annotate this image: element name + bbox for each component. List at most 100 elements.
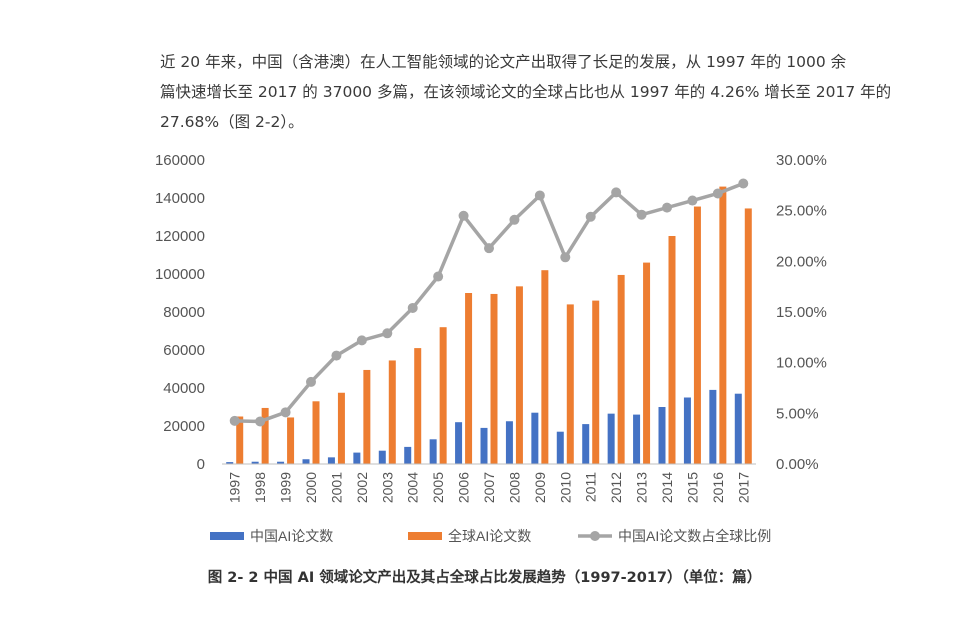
x-axis-tick-label: 2000 (303, 472, 319, 503)
x-axis-tick-label: 2011 (583, 472, 599, 502)
right-axis-tick-label: 30.00% (776, 152, 827, 169)
global-bar (592, 300, 600, 464)
global-bar (287, 417, 295, 464)
x-axis-tick-label: 2009 (532, 472, 548, 503)
right-axis-tick-label: 20.00% (776, 253, 827, 270)
x-axis-tick-label: 2008 (506, 472, 522, 503)
china-bar (607, 413, 615, 464)
share-point (331, 350, 342, 361)
legend-label: 中国AI论文数占全球比例 (618, 528, 771, 544)
share-point (662, 202, 672, 213)
share-point (585, 211, 596, 222)
left-axis-tick-label: 40000 (163, 380, 205, 397)
global-bar (515, 286, 523, 464)
share-point (636, 209, 647, 220)
china-bar (531, 412, 539, 464)
x-axis-tick-label: 2013 (634, 472, 650, 503)
paragraph-line-1: 近 20 年来，中国（含港澳）在人工智能领域的论文产出取得了长足的发展，从 19… (160, 53, 847, 71)
paragraph-line-3: 27.68%（图 2-2）。 (160, 113, 304, 131)
x-axis-tick-label: 1998 (252, 472, 268, 503)
share-point (712, 188, 723, 199)
x-axis-tick-label: 2016 (710, 472, 726, 503)
china-bar (480, 427, 488, 464)
global-bar (668, 236, 676, 464)
share-point (407, 302, 418, 313)
left-axis-tick-label: 140000 (155, 190, 205, 207)
china-bar (505, 421, 513, 464)
china-bar (277, 461, 285, 464)
china-bar (709, 389, 717, 464)
right-axis-tick-label: 25.00% (776, 203, 827, 220)
global-bar (490, 293, 498, 464)
right-axis-tick-label: 5.00% (776, 405, 819, 422)
x-axis-tick-label: 2010 (557, 472, 573, 503)
global-bar (388, 360, 396, 464)
x-axis-tick-label: 2017 (735, 472, 751, 503)
global-bar (337, 392, 345, 464)
figure-caption: 图 2- 2 中国 AI 领域论文产出及其占全球占比发展趋势（1997-2017… (207, 570, 762, 586)
share-point (255, 416, 266, 427)
china-bar (683, 397, 691, 464)
share-point (356, 335, 367, 346)
china-bar (429, 439, 437, 464)
paragraph-line-2: 篇快速增长至 2017 的 37000 多篇，在该领域论文的全球占比也从 199… (160, 83, 892, 101)
x-axis-tick-label: 2012 (608, 472, 624, 503)
x-axis-tick-label: 2014 (659, 472, 675, 503)
global-bar (465, 293, 473, 464)
china-bar (251, 461, 259, 464)
left-axis-tick-label: 60000 (163, 342, 205, 359)
share-point (738, 178, 749, 189)
global-bar (566, 304, 574, 464)
share-point (433, 271, 444, 282)
right-axis-tick-label: 0.00% (776, 456, 819, 473)
china-bar (556, 431, 564, 464)
share-point (458, 210, 469, 221)
x-axis-tick-label: 2001 (328, 472, 344, 503)
x-axis-tick-label: 2005 (430, 472, 446, 503)
global-bar (363, 369, 371, 464)
legend-swatch (408, 532, 442, 540)
x-axis-tick-label: 2003 (379, 472, 395, 503)
share-point (687, 195, 698, 206)
left-axis-tick-label: 80000 (163, 304, 205, 321)
legend-swatch (210, 532, 244, 540)
china-bar (302, 459, 310, 464)
x-axis-tick-label: 1999 (278, 472, 294, 503)
china-bar (404, 446, 412, 464)
right-axis-tick-label: 15.00% (776, 304, 827, 321)
x-axis-tick-label: 2007 (481, 472, 497, 503)
left-axis-tick-label: 0 (197, 456, 205, 473)
china-bar (658, 407, 666, 464)
global-bar (719, 186, 727, 464)
x-axis-tick-label: 2006 (456, 472, 472, 503)
left-axis-tick-label: 20000 (163, 418, 205, 435)
china-bar (734, 393, 742, 464)
x-axis-tick-label: 2004 (405, 472, 421, 503)
global-bar (693, 206, 701, 465)
share-point (280, 407, 291, 418)
china-bar (455, 422, 463, 464)
share-point (509, 214, 520, 225)
china-bar (353, 452, 361, 464)
share-point (534, 190, 545, 201)
global-bar (312, 401, 320, 464)
china-bar (327, 457, 335, 464)
global-bar (236, 416, 244, 464)
china-bar (226, 462, 234, 464)
left-axis-tick-label: 160000 (155, 152, 205, 169)
share-point (484, 243, 494, 254)
china-bar (378, 450, 386, 464)
x-axis-tick-label: 2002 (354, 472, 370, 503)
global-bar (414, 348, 422, 464)
china-bar (633, 414, 641, 464)
legend-marker (590, 531, 600, 541)
global-bar (261, 407, 269, 464)
share-point (382, 328, 393, 339)
x-axis-tick-label: 2015 (684, 472, 700, 503)
global-bar (617, 274, 625, 464)
share-point (611, 187, 622, 198)
share-point (306, 376, 316, 387)
share-point (560, 252, 571, 263)
left-axis-tick-label: 100000 (155, 266, 205, 283)
